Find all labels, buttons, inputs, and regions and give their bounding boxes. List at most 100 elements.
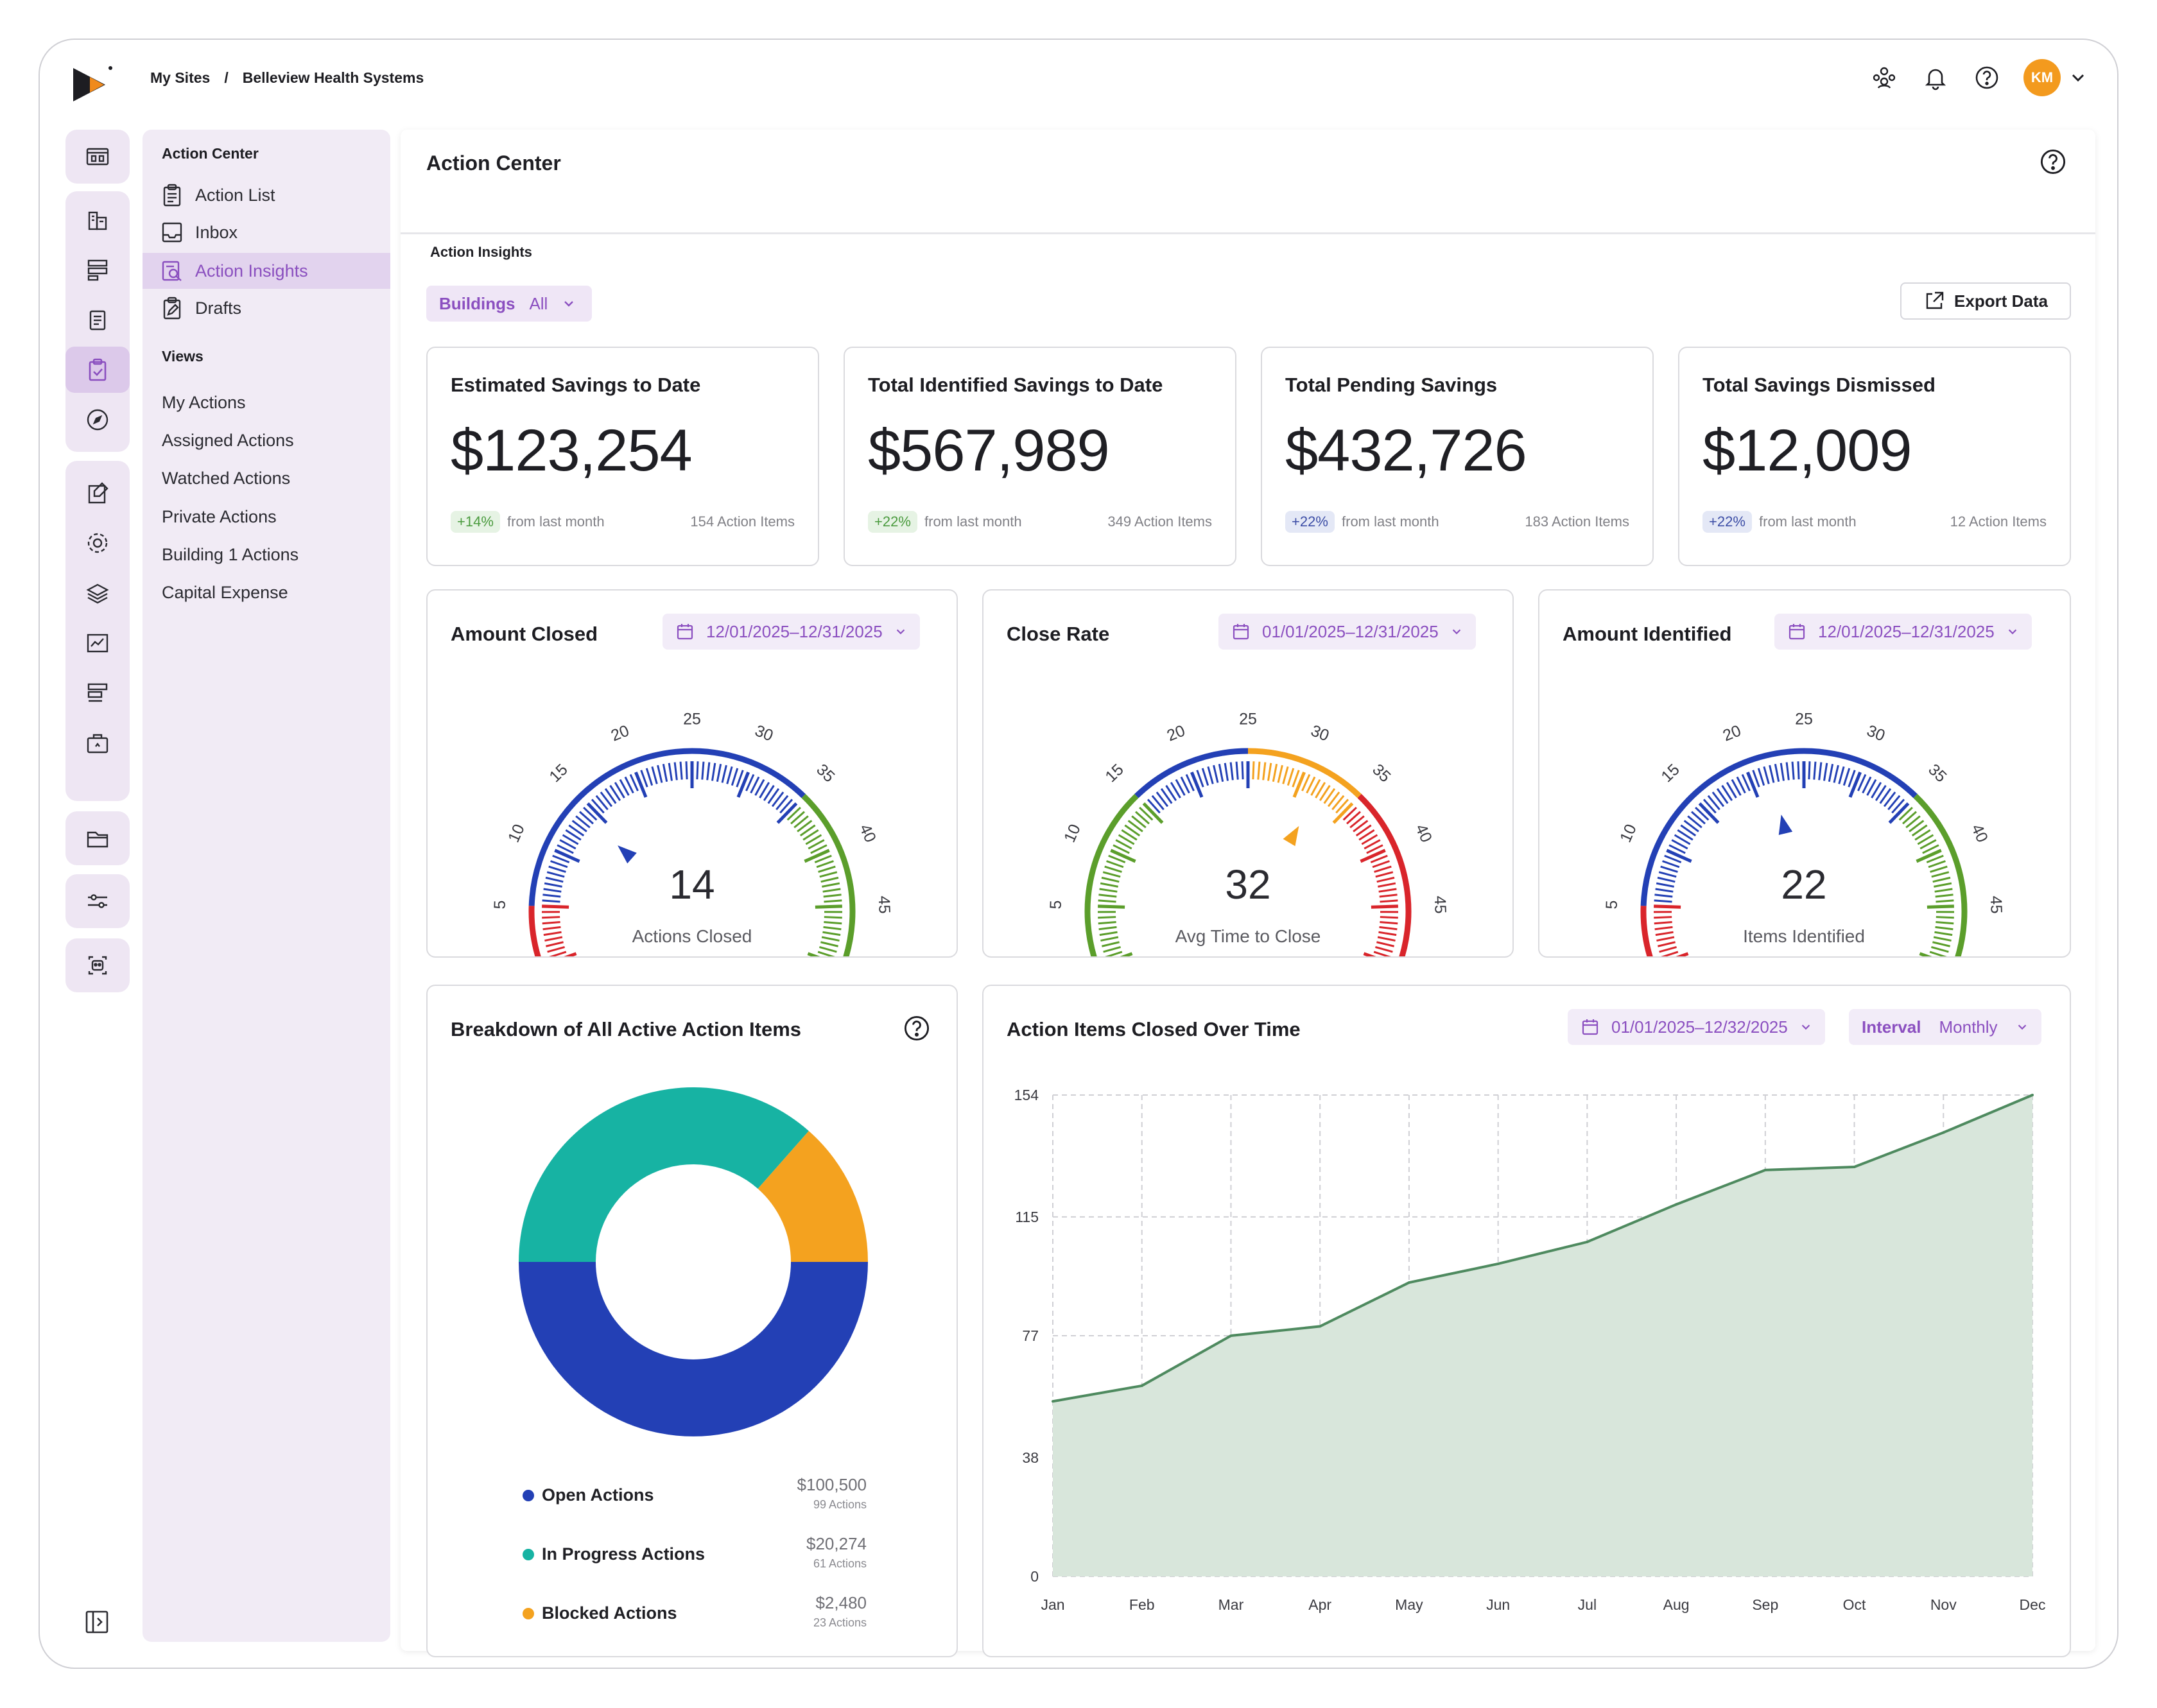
gauge-tick xyxy=(1370,854,1388,863)
rail-layers-icon[interactable] xyxy=(65,570,130,616)
gauge-tick xyxy=(810,844,827,854)
rail-group-1 xyxy=(65,130,130,184)
gauge-tick xyxy=(1654,921,1672,925)
gauge-tick xyxy=(1100,936,1119,942)
gauge-tick xyxy=(1848,770,1856,788)
data-point[interactable] xyxy=(1496,1262,1500,1265)
rail-dashboard-icon[interactable] xyxy=(65,134,130,180)
avatar[interactable]: KM xyxy=(2023,59,2061,96)
collapse-sidebar-icon[interactable] xyxy=(82,1607,114,1639)
data-point[interactable] xyxy=(1229,1334,1233,1337)
view-building-1-actions[interactable]: Building 1 Actions xyxy=(162,545,299,564)
rail-group-6 xyxy=(65,938,130,992)
breadcrumb: My Sites / Belleview Health Systems xyxy=(150,69,424,87)
gauge-tick xyxy=(1378,882,1396,888)
gauge-tick xyxy=(1917,834,1934,845)
legend-count: 23 Actions xyxy=(813,1616,867,1629)
donut-slice-open-actions[interactable] xyxy=(519,1262,868,1436)
export-data-button[interactable]: Export Data xyxy=(1900,282,2071,320)
rail-compass-icon[interactable] xyxy=(65,397,130,443)
chevron-down-icon xyxy=(2008,629,2016,635)
nav-item-inbox[interactable]: Inbox xyxy=(143,214,390,250)
gauge-tick xyxy=(586,802,608,824)
bell-icon[interactable] xyxy=(1921,63,1950,92)
view-watched-actions[interactable]: Watched Actions xyxy=(162,469,291,488)
data-point[interactable] xyxy=(1052,1400,1054,1403)
page-help-icon[interactable] xyxy=(2039,148,2067,179)
gauge: 0510152025303540455032Avg Time to Close xyxy=(1047,711,1450,956)
team-icon[interactable] xyxy=(1869,63,1899,92)
breadcrumb-my-sites[interactable]: My Sites xyxy=(150,69,211,86)
data-point[interactable] xyxy=(1675,1203,1678,1206)
gauge-tick xyxy=(1346,811,1361,825)
gauge-tick xyxy=(1929,951,1947,956)
rail-action-center-icon[interactable] xyxy=(65,347,130,393)
gauge-tick xyxy=(1120,952,1133,956)
donut-slice-blocked-actions[interactable] xyxy=(758,1130,868,1262)
date-range-picker[interactable]: 12/01/2025–12/31/2025 xyxy=(1774,614,2032,650)
data-point[interactable] xyxy=(2031,1094,2034,1096)
rail-edit-report-icon[interactable] xyxy=(65,470,130,516)
gauge-tick xyxy=(629,773,639,791)
view-my-actions[interactable]: My Actions xyxy=(162,393,246,412)
gauge-band xyxy=(1640,748,1918,906)
user-menu[interactable]: KM xyxy=(2023,59,2086,96)
gauge-tick xyxy=(1726,782,1737,798)
gauge-tick xyxy=(1763,766,1770,784)
gauge-tick xyxy=(1757,768,1765,786)
data-point[interactable] xyxy=(1407,1281,1410,1284)
nav-item-action-insights[interactable]: Action Insights xyxy=(143,253,390,289)
data-point[interactable] xyxy=(1763,1168,1767,1171)
date-range-picker[interactable]: 01/01/2025–12/31/2025 xyxy=(1218,614,1476,650)
breakdown-help-icon[interactable] xyxy=(903,1014,931,1046)
gauge-tick-label: 30 xyxy=(1308,721,1331,745)
rail-analytics-icon[interactable] xyxy=(65,620,130,666)
data-point[interactable] xyxy=(1140,1384,1143,1387)
gauge-tick xyxy=(822,888,841,893)
gauge-tick xyxy=(1828,764,1834,782)
view-private-actions[interactable]: Private Actions xyxy=(162,507,277,526)
gauge-tick xyxy=(1353,820,1369,832)
gauge-tick xyxy=(1791,761,1795,780)
legend-dot xyxy=(523,1548,534,1560)
data-point[interactable] xyxy=(1319,1325,1322,1328)
rail-documents-icon[interactable] xyxy=(65,297,130,343)
gauge-tick xyxy=(1374,865,1392,873)
rail-buildings-icon[interactable] xyxy=(65,196,130,243)
gauge-tick xyxy=(1101,876,1120,883)
gauge-tick xyxy=(726,766,733,784)
rail-tasks-icon[interactable] xyxy=(65,670,130,716)
breadcrumb-site[interactable]: Belleview Health Systems xyxy=(242,69,424,86)
nav-item-action-list[interactable]: Action List xyxy=(143,177,390,213)
gauge-tick xyxy=(1930,865,1948,873)
gauge-tick xyxy=(1319,784,1331,802)
data-point[interactable] xyxy=(1942,1131,1945,1134)
gauge-tick xyxy=(1355,824,1372,837)
gauge-tick xyxy=(706,762,711,781)
donut-slice-in-progress-actions[interactable] xyxy=(519,1087,809,1262)
gauge-tick xyxy=(701,761,705,780)
legend-label: Open Actions xyxy=(542,1485,654,1505)
view-capital-expense[interactable]: Capital Expense xyxy=(162,583,288,602)
rail-list-icon[interactable] xyxy=(65,246,130,293)
view-assigned-actions[interactable]: Assigned Actions xyxy=(162,431,294,450)
nav-item-drafts[interactable]: Drafts xyxy=(143,290,390,326)
data-point[interactable] xyxy=(1853,1166,1856,1169)
help-icon[interactable] xyxy=(1972,63,2002,92)
rail-briefcase-icon[interactable] xyxy=(65,720,130,766)
rail-sliders-icon[interactable] xyxy=(65,878,130,924)
gauge-tick xyxy=(1106,860,1124,868)
gauge-tick xyxy=(1674,834,1691,845)
data-point[interactable] xyxy=(1586,1240,1589,1243)
trend-date-range-picker[interactable]: 01/01/2025–12/32/2025 xyxy=(1568,1009,1825,1045)
gauge-tick xyxy=(696,761,699,780)
rail-settings-icon[interactable] xyxy=(65,520,130,566)
rail-folder-icon[interactable] xyxy=(65,815,130,861)
date-range-picker[interactable]: 12/01/2025–12/31/2025 xyxy=(663,614,920,650)
interval-select[interactable]: Interval Monthly xyxy=(1849,1009,2041,1045)
gauge-tick xyxy=(1833,764,1839,783)
buildings-filter[interactable]: Buildings All xyxy=(426,286,592,322)
brand-logo[interactable] xyxy=(64,59,116,110)
rail-ai-assistant-icon[interactable] xyxy=(65,942,130,988)
kpi-title: Total Savings Dismissed xyxy=(1702,374,1936,396)
